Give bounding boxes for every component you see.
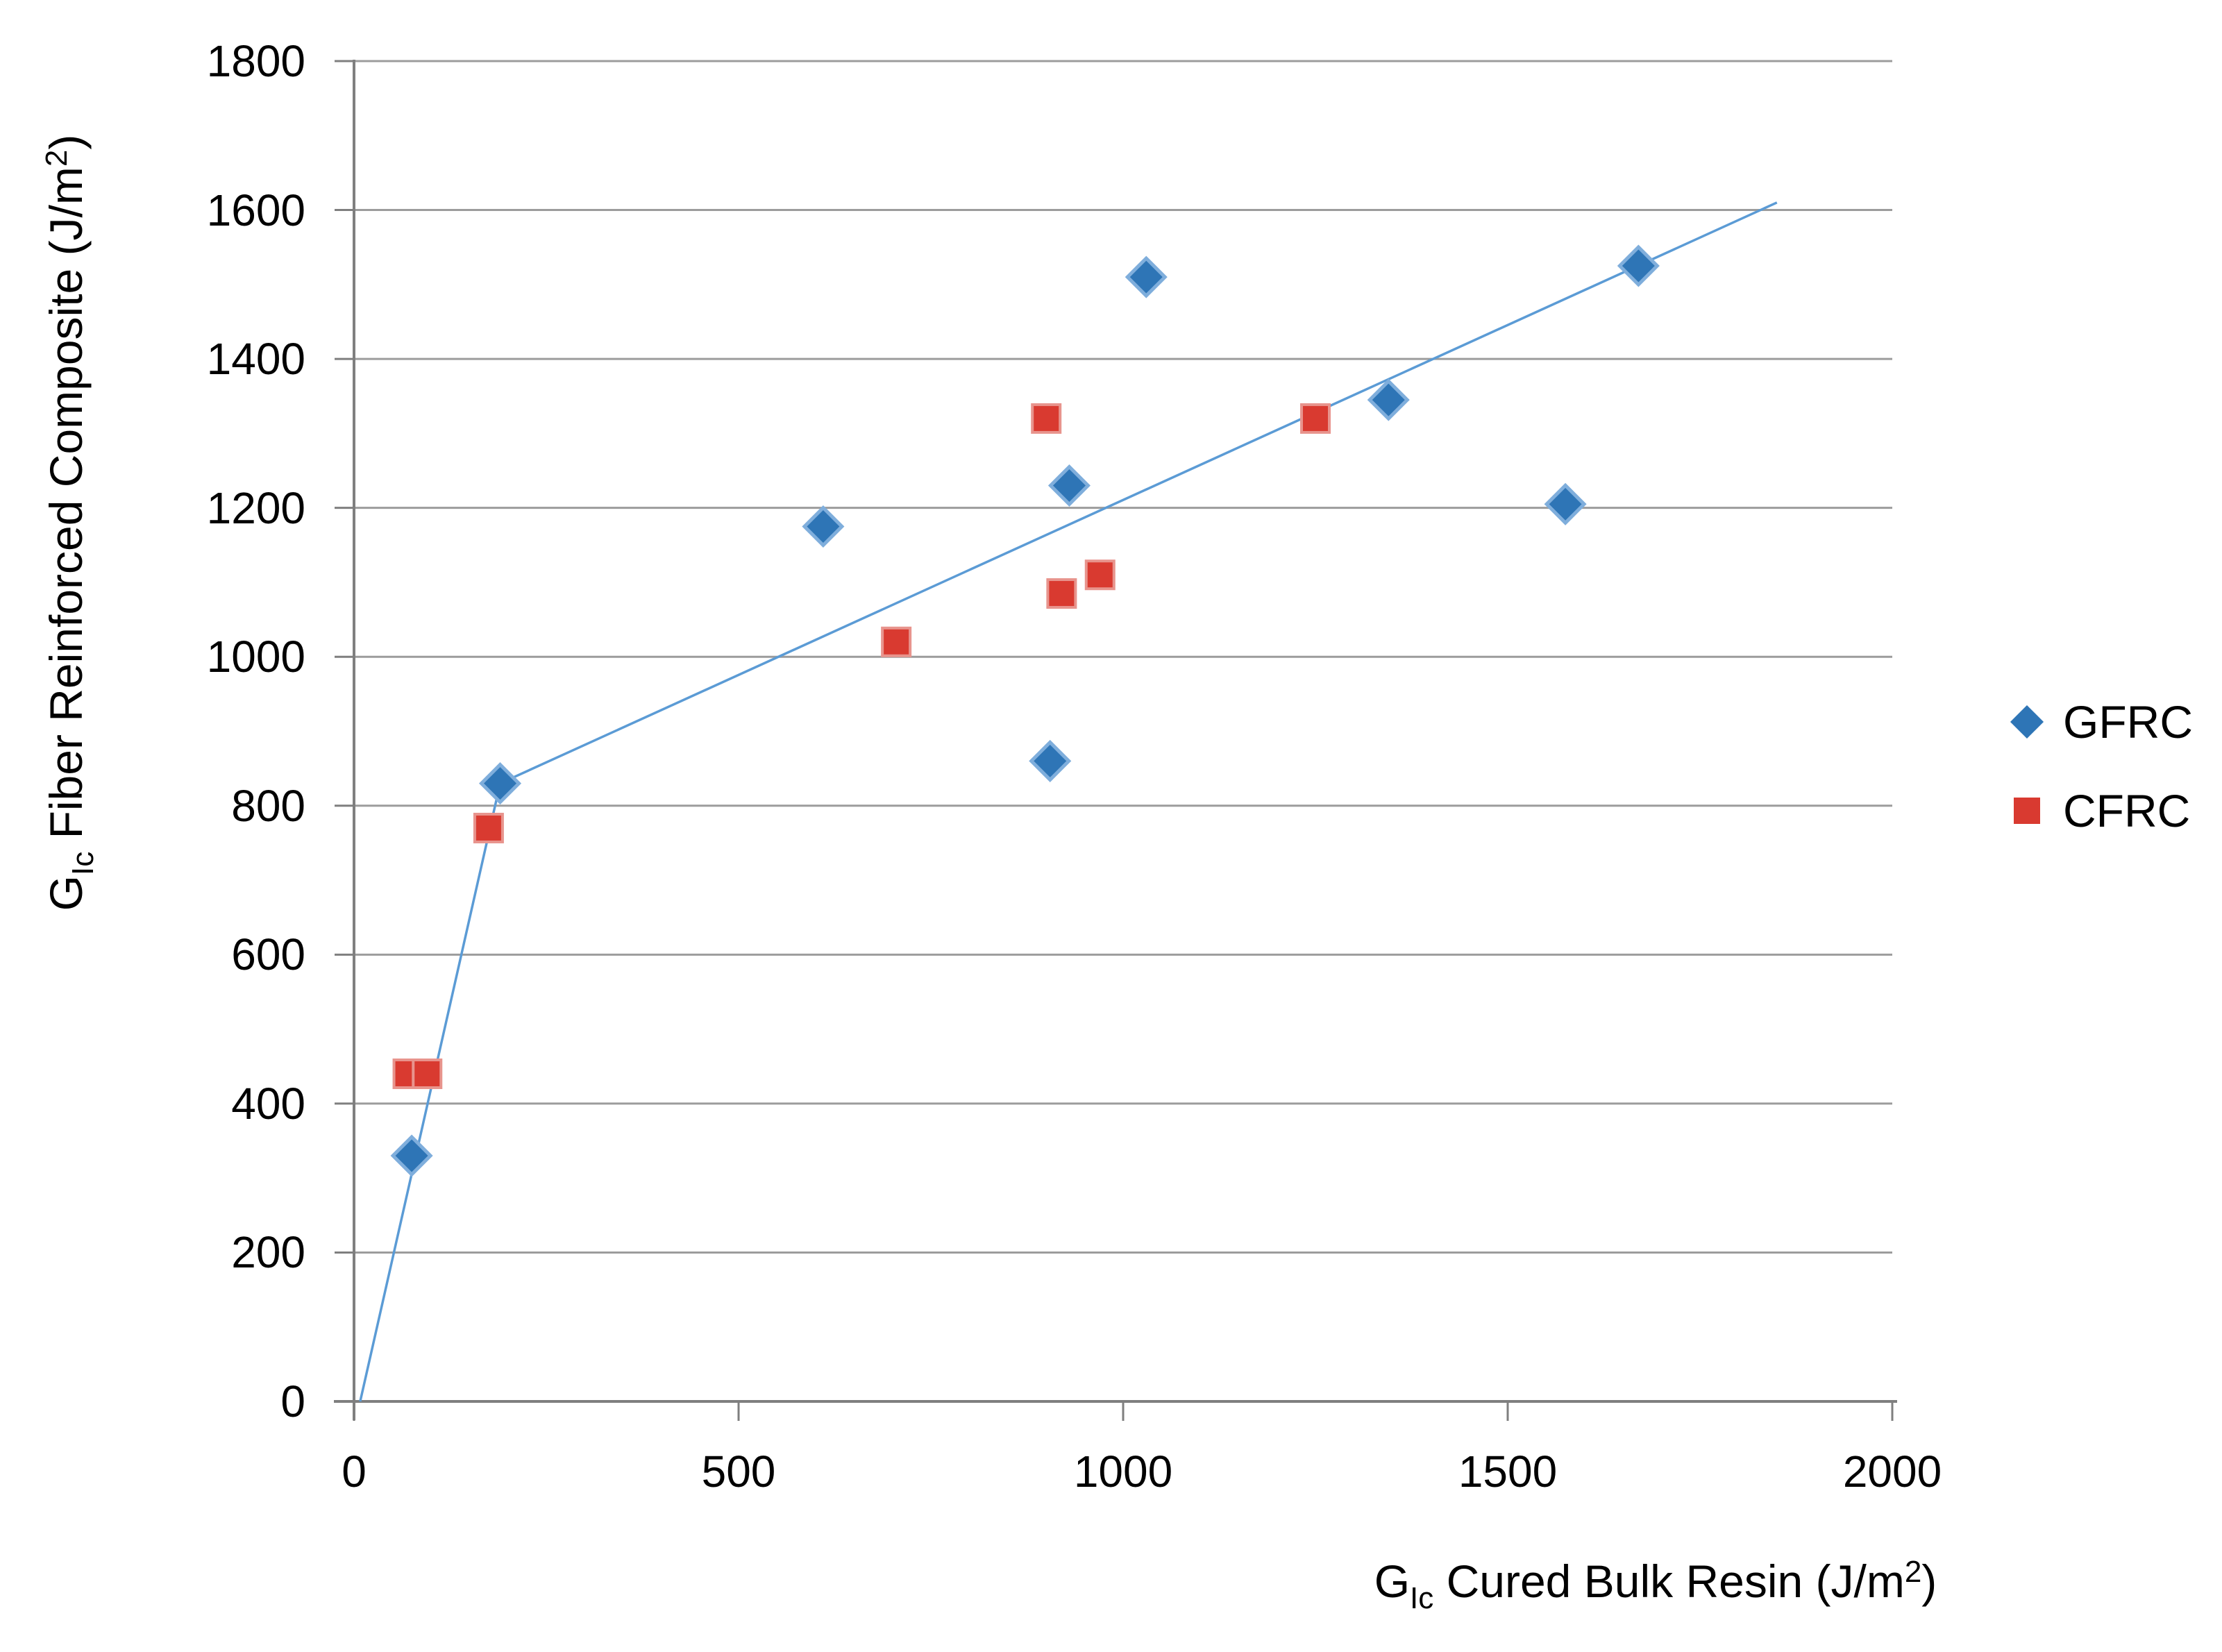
y-axis-title-symbol: G	[40, 875, 92, 911]
y-axis-title-close: )	[40, 134, 92, 150]
y-tick-label-1600: 1600	[206, 185, 305, 235]
y-tick-label-800: 800	[231, 780, 305, 831]
y-tick-label-1200: 1200	[206, 482, 305, 533]
gfrc-point-6	[1367, 378, 1410, 421]
y-axis-title: GIc Fiber Reinforced Composite (J/m2)	[40, 134, 100, 911]
y-tick-label-0: 0	[280, 1376, 305, 1426]
y-tick-label-1000: 1000	[206, 632, 305, 682]
y-tick-label-1400: 1400	[206, 334, 305, 385]
x-axis-title-subscript: Ic	[1410, 1581, 1434, 1615]
cfrc-point-6	[1084, 559, 1116, 591]
y-tick-label-400: 400	[231, 1078, 305, 1129]
legend-item-gfrc: GFRC	[1999, 684, 2193, 760]
x-axis-title-symbol: G	[1374, 1556, 1411, 1607]
legend-marker-cell	[1999, 705, 2055, 739]
x-tick-label-0: 0	[342, 1447, 367, 1497]
x-axis-title-close: )	[1921, 1556, 1937, 1607]
cfrc-point-1	[412, 1058, 443, 1089]
legend-item-cfrc: CFRC	[1999, 773, 2193, 849]
cfrc-point-7	[1300, 403, 1331, 434]
y-axis-title-subscript: Ic	[66, 851, 100, 876]
gfrc-point-1	[478, 762, 522, 805]
cfrc-legend-square-icon	[2014, 798, 2040, 824]
chart-legend: GFRC CFRC	[1999, 684, 2193, 849]
gfrc-point-7	[1544, 482, 1587, 525]
gfrc-point-8	[1617, 244, 1660, 287]
x-tick-label-1000: 1000	[1073, 1447, 1173, 1497]
trendline	[359, 201, 1778, 1402]
legend-label-gfrc: GFRC	[2063, 696, 2193, 748]
legend-marker-cell	[1999, 798, 2055, 824]
cfrc-point-5	[1046, 578, 1077, 609]
cfrc-point-3	[881, 626, 912, 657]
gfrc-point-0	[390, 1134, 433, 1177]
y-tick-label-1800: 1800	[206, 36, 305, 86]
gfrc-point-5	[1125, 255, 1168, 298]
x-tick-label-2000: 2000	[1842, 1447, 1942, 1497]
cfrc-point-4	[1031, 403, 1062, 434]
y-tick-label-600: 600	[231, 929, 305, 980]
y-axis-title-text: Fiber Reinforced Composite (J/m	[40, 167, 92, 852]
x-axis-title-superscript: 2	[1904, 1555, 1922, 1589]
x-tick-label-500: 500	[701, 1447, 776, 1497]
cfrc-point-2	[473, 812, 504, 843]
x-axis-title-text: Cured Bulk Resin (J/m	[1433, 1556, 1905, 1607]
gfrc-legend-diamond-icon	[2010, 705, 2044, 739]
gfrc-point-4	[1047, 464, 1091, 507]
gfrc-point-3	[1029, 739, 1072, 782]
x-axis-title: GIc Cured Bulk Resin (J/m2)	[1374, 1555, 1937, 1614]
y-tick-label-200: 200	[231, 1227, 305, 1278]
gfrc-point-2	[802, 505, 845, 548]
y-axis-title-superscript: 2	[40, 149, 74, 167]
x-tick-label-1500: 1500	[1458, 1447, 1558, 1497]
legend-label-cfrc: CFRC	[2063, 785, 2191, 836]
